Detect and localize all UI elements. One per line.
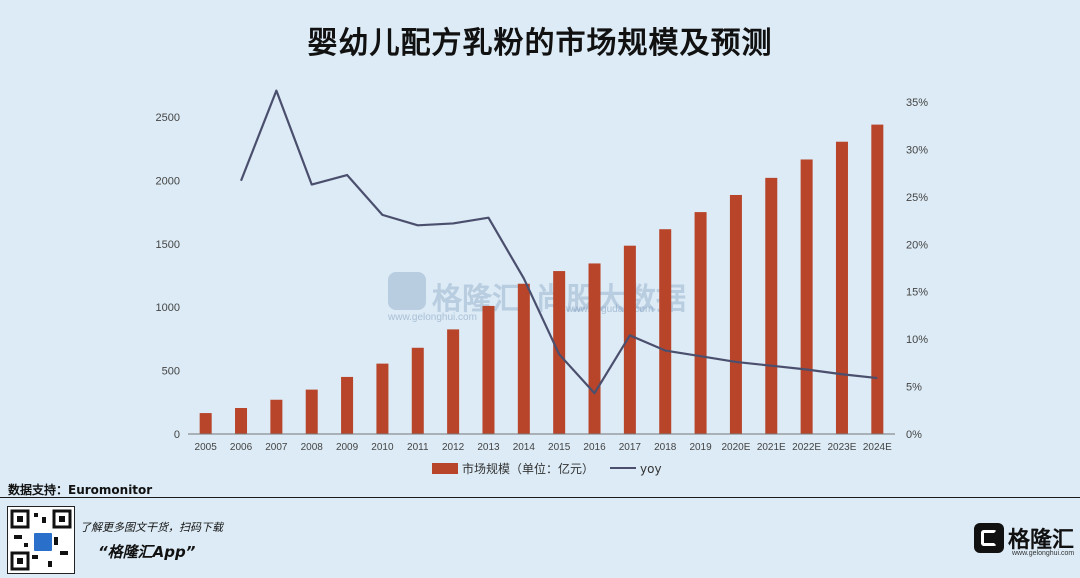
x-tick-label: 2023E	[828, 442, 857, 453]
x-tick-label: 2022E	[792, 442, 821, 453]
bar-2022E	[800, 159, 813, 434]
x-tick-label: 2020E	[721, 442, 750, 453]
right-tick-label: 5%	[906, 382, 922, 394]
bar-2007	[270, 399, 283, 434]
line-series	[240, 89, 878, 395]
x-tick-label: 2009	[336, 442, 359, 453]
left-tick-label: 1500	[156, 239, 180, 251]
x-tick-label: 2013	[477, 442, 500, 453]
bar-2012	[447, 329, 460, 434]
x-tick-label: 2016	[583, 442, 606, 453]
right-tick-label: 25%	[906, 192, 928, 204]
bar-2020E	[729, 194, 742, 434]
bar-2008	[305, 389, 318, 434]
x-tick-label: 2018	[654, 442, 677, 453]
footer-divider	[0, 497, 1080, 498]
left-axis: 0 500 1000 1500 2000 2500	[156, 112, 180, 441]
qr-code[interactable]	[7, 506, 75, 574]
x-tick-label: 2005	[195, 442, 218, 453]
brand-logo-site: www.gelonghui.com	[1012, 550, 1075, 557]
legend-bar-swatch	[432, 463, 458, 474]
bar-2018	[659, 229, 672, 434]
legend-bar-label: 市场规模（单位：亿元）	[462, 461, 594, 476]
bar-2010	[376, 363, 389, 434]
chart-title: 婴幼儿配方乳粉的市场规模及预测	[307, 26, 773, 61]
bar-2009	[341, 376, 354, 434]
bar-series	[199, 124, 884, 434]
watermark-partner-site: www.gugudata.com	[566, 304, 654, 315]
x-tick-label: 2010	[371, 442, 394, 453]
legend-line-label: yoy	[640, 462, 662, 476]
right-tick-label: 35%	[906, 97, 928, 109]
x-tick-label: 2021E	[757, 442, 786, 453]
x-tick-label: 2014	[513, 442, 536, 453]
bar-2017	[623, 245, 636, 434]
watermark-logo-icon	[388, 272, 426, 310]
x-tick-label: 2019	[689, 442, 712, 453]
bar-2019	[694, 212, 707, 434]
x-tick-label: 2011	[407, 442, 429, 453]
x-tick-label: 2015	[548, 442, 571, 453]
app-name: “格隆汇App”	[98, 543, 196, 561]
bar-2013	[482, 305, 495, 434]
right-tick-label: 10%	[906, 334, 928, 346]
bar-2011	[411, 347, 424, 434]
x-tick-label: 2007	[265, 442, 288, 453]
x-tick-label: 2012	[442, 442, 465, 453]
left-tick-label: 1000	[156, 302, 180, 314]
x-tick-label: 2024E	[863, 442, 892, 453]
legend: 市场规模（单位：亿元） yoy	[432, 461, 662, 476]
bar-2014	[517, 283, 530, 434]
bar-2024E	[871, 124, 884, 434]
left-tick-label: 2500	[156, 112, 180, 124]
x-tick-label: 2008	[301, 442, 324, 453]
x-tick-label: 2017	[619, 442, 642, 453]
left-tick-label: 2000	[156, 175, 180, 187]
data-source: 数据支持：Euromonitor	[8, 483, 153, 497]
bar-2023E	[835, 141, 848, 434]
x-tick-label: 2006	[230, 442, 253, 453]
brand-logo-icon	[974, 523, 1004, 553]
watermark-brand: 格隆汇	[432, 282, 522, 317]
right-tick-label: 0%	[906, 429, 922, 441]
bar-2005	[199, 413, 212, 434]
bar-2021E	[765, 177, 778, 434]
qr-pattern-icon	[10, 509, 72, 571]
brand-logo-text: 格隆汇	[1008, 528, 1075, 553]
right-tick-label: 30%	[906, 144, 928, 156]
right-tick-label: 15%	[906, 287, 928, 299]
brand-logo: 格隆汇	[974, 521, 1074, 555]
left-tick-label: 0	[174, 429, 180, 441]
bar-2016	[588, 263, 601, 434]
left-tick-label: 500	[162, 366, 180, 378]
chart-svg: 0 500 1000 1500 2000 2500 0% 5% 10% 15% 20% 25% 30%…	[156, 89, 928, 476]
watermark-site: www.gelonghui.com	[388, 312, 477, 323]
bar-2006	[235, 408, 248, 434]
x-axis: 2005 2006 2007 2008 2009 2010 2011 2012 2013 2014…	[188, 433, 895, 453]
qr-logo-icon	[32, 531, 54, 553]
right-axis: 0% 5% 10% 15% 20% 25% 30% 35%	[906, 97, 928, 441]
right-tick-label: 20%	[906, 239, 928, 251]
promo-line: 了解更多图文干货，扫码下载	[80, 521, 223, 534]
